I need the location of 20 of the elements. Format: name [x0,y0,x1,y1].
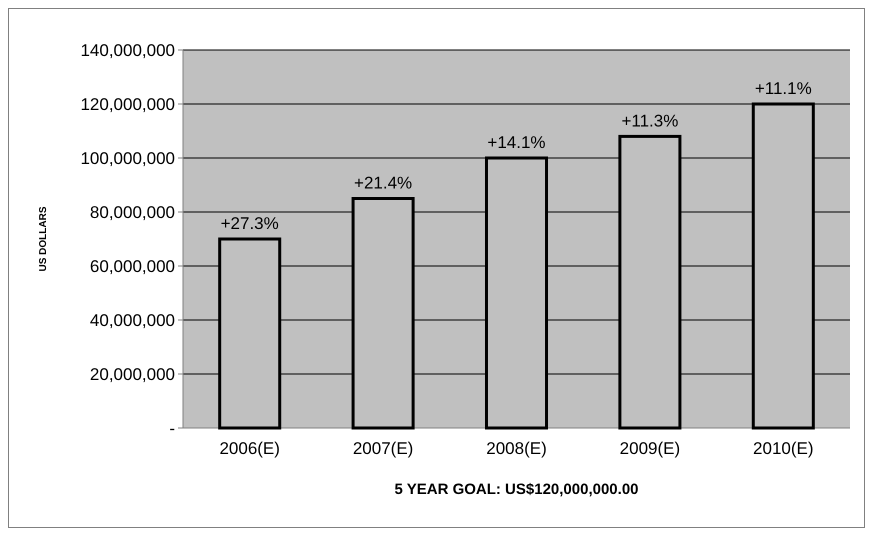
x-axis-title: 5 YEAR GOAL: US$120,000,000.00 [394,481,639,498]
y-tick-label: 60,000,000 [90,256,175,276]
y-tick-label: 100,000,000 [80,148,175,168]
y-tick-label: 80,000,000 [90,202,175,222]
y-tick-label: - [169,418,175,438]
x-tick-label: 2010(E) [753,439,814,458]
y-tick-label: 140,000,000 [80,40,175,60]
x-tick-label: 2007(E) [352,439,414,458]
x-tick-label: 2008(E) [486,439,547,458]
x-tick-label: 2006(E) [219,439,280,458]
y-axis-title: US DOLLARS [38,206,49,272]
y-tick-label: 20,000,000 [90,364,175,384]
y-tick-label: 40,000,000 [90,310,175,330]
annotation: +11.1% [754,79,812,98]
annotation: +21.4% [354,174,412,192]
annotation: +14.1% [487,133,546,152]
y-tick-label: 120,000,000 [80,94,175,114]
annotation: +11.3% [621,111,678,130]
annotation: +27.3% [220,214,279,233]
x-tick-label: 2009(E) [620,439,680,458]
